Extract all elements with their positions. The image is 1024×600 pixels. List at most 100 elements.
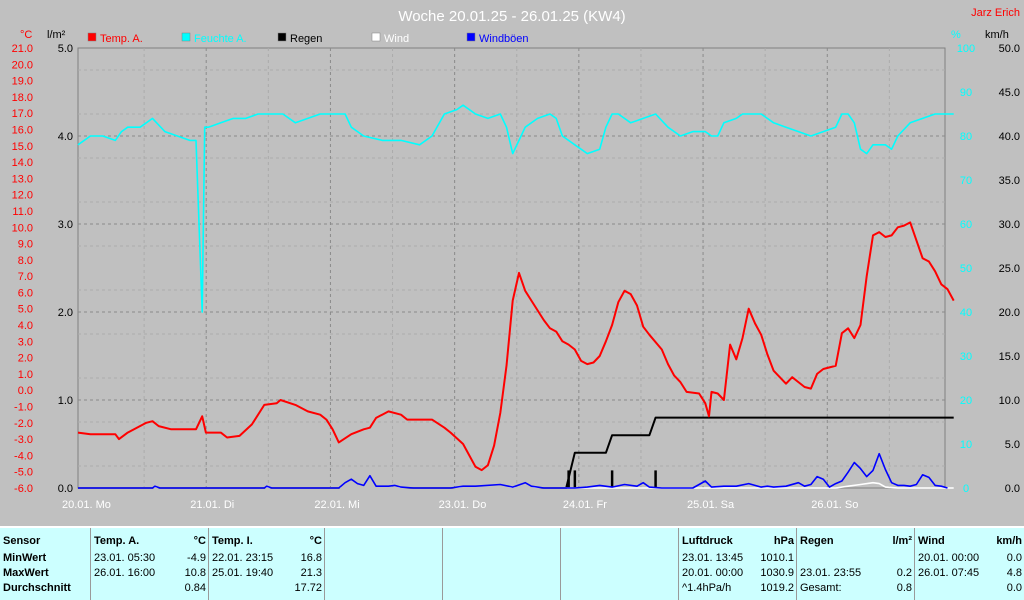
temp-tick-label: 16.0	[12, 124, 33, 136]
plot-area	[77, 47, 946, 489]
luftdruck-trend: ^1.4hPa/h	[682, 582, 732, 594]
wind-tick-label: 30.0	[999, 219, 1020, 231]
luftdruck-min-time: 23.01. 13:45	[682, 552, 744, 564]
wind-tick-label: 25.0	[999, 263, 1020, 275]
wind-header: Wind	[918, 535, 945, 547]
wind-tick-label: 45.0	[999, 87, 1020, 99]
temp-tick-label: 11.0	[12, 206, 33, 218]
wind-tick-label: 50.0	[999, 43, 1020, 55]
chart-title: Woche 20.01.25 - 26.01.25 (KW4)	[398, 8, 625, 25]
humidity-unit-label: %	[951, 29, 961, 41]
x-tick-label: 26.01. So	[811, 499, 858, 511]
temp-a-min-val: -4.9	[187, 552, 206, 564]
temp-i-min-time: 22.01. 23:15	[212, 552, 274, 564]
wind-tick-label: 10.0	[999, 395, 1020, 407]
row-label-avg: Durchschnitt	[3, 582, 71, 594]
temp-tick-label: 14.0	[12, 157, 33, 169]
row-label-max: MaxWert	[3, 567, 49, 579]
temp-tick-label: 19.0	[12, 76, 33, 88]
legend-label: Temp. A.	[100, 33, 143, 45]
x-tick-label: 21.01. Di	[190, 499, 234, 511]
temp-i-max-val: 21.3	[300, 567, 322, 579]
temp-tick-label: -3.0	[14, 434, 33, 446]
sensor-header: Sensor	[3, 535, 41, 547]
temp-tick-label: 15.0	[12, 141, 33, 153]
temp-tick-label: 6.0	[18, 287, 33, 299]
x-tick-label: 24.01. Fr	[563, 499, 607, 511]
humidity-tick-label: 0	[963, 483, 969, 495]
x-tick-label: 20.01. Mo	[62, 499, 111, 511]
gust-line	[78, 452, 948, 489]
temp-a-header: Temp. A.	[94, 535, 140, 547]
temp-i-min-val: 16.8	[300, 552, 322, 564]
rain-tick-label: 0.0	[58, 483, 73, 495]
regen-total-label: Gesamt:	[800, 582, 842, 594]
temp-i-avg: 17.72	[294, 582, 322, 594]
temp-a-unit: °C	[193, 535, 206, 547]
x-tick-label: 22.01. Mi	[314, 499, 359, 511]
luftdruck-max-val: 1030.9	[760, 567, 794, 579]
luftdruck-unit: hPa	[773, 535, 794, 547]
legend-label: Windböen	[479, 33, 529, 45]
luftdruck-avg: 1019.2	[760, 582, 794, 594]
weather-chart: Woche 20.01.25 - 26.01.25 (KW4) Jarz Eric…	[12, 7, 1020, 511]
stats-col-regen: Regen l/m² 23.01. 23:55 0.2 Gesamt: 0.8	[796, 528, 915, 600]
stats-col-temp-a: Temp. A. °C 23.01. 05:30 -4.9 26.01. 16:00…	[90, 528, 209, 600]
stats-col-temp-i: Temp. I. °C 22.01. 23:15 16.8 25.01. 19:40…	[208, 528, 325, 600]
legend-swatch	[466, 32, 476, 42]
legend-label: Regen	[290, 33, 322, 45]
wind-tick-label: 20.0	[999, 307, 1020, 319]
stats-col-wind: Wind km/h 20.01. 00:00 0.0 26.01. 07:45 4.8…	[914, 528, 1024, 600]
humidity-tick-label: 70	[960, 175, 972, 187]
temp-tick-label: 18.0	[12, 92, 33, 104]
stats-panel: Sensor MinWert MaxWert Durchschnitt Temp…	[0, 526, 1024, 600]
temp-unit-label: °C	[20, 29, 32, 41]
stats-col-empty-2	[442, 528, 561, 600]
humidity-tick-label: 60	[960, 219, 972, 231]
temp-tick-label: 5.0	[18, 304, 33, 316]
rain-tick-label: 2.0	[58, 307, 73, 319]
temp-tick-label: 0.0	[18, 385, 33, 397]
legend-swatch	[87, 32, 97, 42]
legend-label: Wind	[384, 33, 409, 45]
rain-tick-label: 1.0	[58, 395, 73, 407]
regen-max-val: 0.2	[896, 567, 912, 579]
humidity-tick-label: 40	[960, 307, 972, 319]
humidity-tick-label: 10	[960, 439, 972, 451]
luftdruck-header: Luftdruck	[682, 535, 733, 547]
temp-tick-label: 4.0	[18, 320, 33, 332]
temp-tick-label: 2.0	[18, 353, 33, 365]
regen-header: Regen	[800, 535, 834, 547]
temp-tick-label: 21.0	[12, 43, 33, 55]
regen-max-time: 23.01. 23:55	[800, 567, 862, 579]
stats-col-empty-1	[324, 528, 443, 600]
wind-min-val: 0.0	[1006, 552, 1022, 564]
wind-max-val: 4.8	[1006, 567, 1022, 579]
stats-col-sensor: Sensor MinWert MaxWert Durchschnitt	[0, 528, 90, 600]
rain-tick-label: 3.0	[58, 219, 73, 231]
regen-total: 0.8	[896, 582, 912, 594]
wind-line	[78, 481, 954, 489]
temp-a-avg: 0.84	[184, 582, 206, 594]
temp-a-max-val: 10.8	[184, 567, 206, 579]
humidity-line	[77, 104, 954, 313]
wind-avg: 0.0	[1006, 582, 1022, 594]
wind-tick-label: 40.0	[999, 131, 1020, 143]
wind-tick-label: 15.0	[999, 351, 1020, 363]
temperature-line	[77, 221, 955, 472]
x-tick-label: 25.01. Sa	[687, 499, 735, 511]
stats-col-luftdruck: Luftdruck hPa 23.01. 13:45 1010.1 20.01. 0…	[678, 528, 797, 600]
wind-max-time: 26.01. 07:45	[918, 567, 980, 579]
humidity-tick-label: 30	[960, 351, 972, 363]
legend-swatch	[181, 32, 191, 42]
temp-a-min-time: 23.01. 05:30	[94, 552, 156, 564]
temp-tick-label: -6.0	[14, 483, 33, 495]
wind-unit: km/h	[996, 535, 1022, 547]
temp-i-max-time: 25.01. 19:40	[212, 567, 274, 579]
temp-tick-label: 10.0	[12, 222, 33, 234]
legend-label: Feuchte A.	[194, 33, 247, 45]
legend-swatch	[371, 32, 381, 42]
stats-col-empty-3	[560, 528, 679, 600]
humidity-tick-label: 20	[960, 395, 972, 407]
wind-min-time: 20.01. 00:00	[918, 552, 980, 564]
